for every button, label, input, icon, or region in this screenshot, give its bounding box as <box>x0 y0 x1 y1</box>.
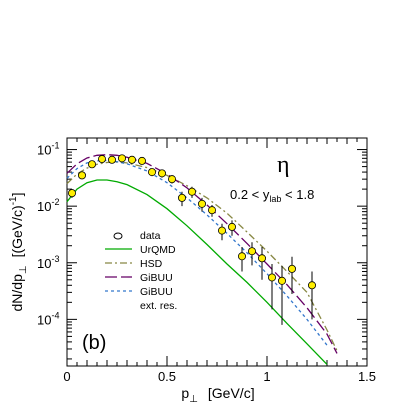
plot-frame <box>66 137 368 367</box>
x-axis-title: p⊥ [GeV/c] <box>181 385 254 405</box>
data-point <box>118 154 127 163</box>
x-tick-labels: 0 0.5 1 1.5 <box>63 369 376 384</box>
legend-label-gibuu-4: GiBUU <box>140 286 173 298</box>
y-axis-title: dN/dp⊥[(GeV/c)-1] <box>8 193 29 312</box>
y-tick-label: 10-4 <box>37 310 59 327</box>
data-point <box>88 160 97 169</box>
data-point <box>68 189 77 198</box>
legend-label-urqmd-1: UrQMD <box>140 244 176 256</box>
data-point <box>277 276 286 285</box>
panel-label: (b) <box>82 332 106 354</box>
data-points <box>68 154 316 325</box>
data-point <box>167 175 176 184</box>
legend-label-hsd-2: HSD <box>140 258 163 270</box>
rapidity-cut-label: 0.2 < ylab < 1.8 <box>230 187 314 204</box>
y-tick-label: 10-2 <box>37 197 59 214</box>
tick-marks <box>66 138 368 366</box>
data-point <box>227 222 236 231</box>
curve-urqmd-0 <box>66 179 328 365</box>
data-point <box>217 226 226 235</box>
y-tick-label: 10-1 <box>37 141 59 158</box>
data-point <box>207 206 216 215</box>
legend-label-data-0: data <box>140 230 161 242</box>
data-point <box>177 193 186 202</box>
legend-label-ext-res--5: ext. res. <box>140 300 177 312</box>
x-tick-label: 1.5 <box>358 369 376 384</box>
y-tick-label: 10-3 <box>37 254 59 271</box>
data-point <box>137 156 146 165</box>
data-point <box>98 155 107 164</box>
legend: data UrQMD HSD GiBUU GiBUU ext. res. <box>105 230 177 312</box>
data-point <box>307 281 316 290</box>
data-point <box>197 199 206 208</box>
data-point <box>108 155 117 164</box>
data-point <box>267 273 276 282</box>
particle-symbol: η <box>277 152 290 178</box>
x-tick-label: 0.5 <box>158 369 176 384</box>
data-point <box>127 155 136 164</box>
y-tick-labels: 10-1 10-2 10-3 10-4 <box>37 141 59 328</box>
data-point <box>157 169 166 178</box>
data-point <box>147 168 156 177</box>
legend-label-gibuu-3: GiBUU <box>140 272 173 284</box>
data-point <box>187 187 196 196</box>
x-tick-label: 0 <box>63 369 70 384</box>
data-point <box>78 171 87 180</box>
data-point <box>257 254 266 263</box>
legend-marker-data-0 <box>113 232 123 240</box>
x-tick-label: 1 <box>263 369 270 384</box>
data-point <box>237 252 246 261</box>
data-point <box>247 247 256 256</box>
data-point <box>287 264 296 273</box>
curve-gibuu-2 <box>66 154 338 354</box>
